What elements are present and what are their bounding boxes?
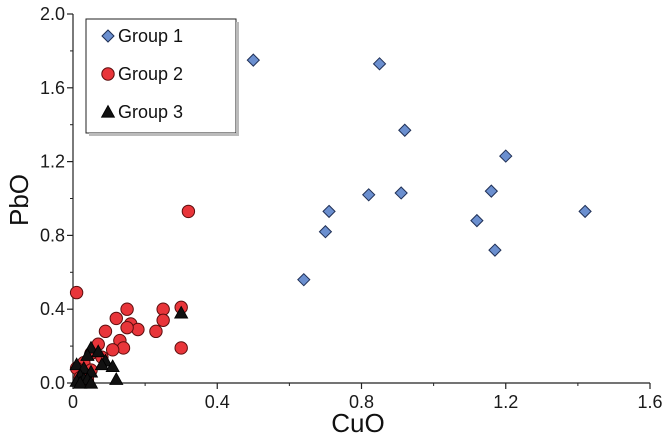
- data-point: [297, 272, 311, 287]
- series-3: [69, 305, 189, 389]
- data-point: [109, 311, 123, 326]
- data-point: [181, 204, 196, 219]
- data-point: [69, 285, 84, 300]
- legend-shadow: [89, 133, 239, 136]
- data-point: [156, 302, 170, 316]
- x-tick-label: 0.4: [205, 392, 230, 412]
- data-point: [83, 375, 99, 389]
- data-point: [318, 225, 333, 239]
- data-point: [109, 371, 124, 385]
- data-point: [362, 188, 376, 202]
- data-point: [73, 375, 88, 389]
- data-point: [94, 357, 110, 371]
- data-point: [91, 344, 106, 358]
- x-tick-label: 1.2: [493, 392, 518, 412]
- series-1: [246, 53, 592, 287]
- legend-label: Group 1: [118, 26, 183, 46]
- legend-shadow: [236, 22, 239, 136]
- y-tick-label: 1.6: [40, 78, 65, 98]
- data-point: [322, 204, 336, 219]
- data-point: [470, 213, 484, 228]
- data-point: [174, 305, 189, 319]
- data-point: [174, 341, 188, 355]
- data-point: [484, 184, 499, 198]
- legend: Group 1 Group 2 Group 3: [85, 18, 239, 136]
- axes: 0.0 0.4 0.8 1.2 1.6 2.0 0 0.4 0.8 1.2 1.6: [40, 4, 663, 412]
- data-point: [105, 343, 120, 357]
- data-point: [398, 123, 412, 137]
- y-tick-label: 0.0: [40, 373, 65, 393]
- data-point: [120, 302, 134, 316]
- y-tick-label: 0.8: [40, 225, 65, 245]
- data-point: [105, 359, 120, 372]
- x-tick-label: 0: [68, 392, 78, 412]
- legend-label: Group 3: [118, 102, 183, 122]
- legend-marker: [101, 29, 115, 43]
- data-points: [69, 53, 592, 389]
- data-point: [69, 357, 84, 371]
- data-point: [116, 341, 131, 355]
- x-axis-title: CuO: [331, 408, 384, 438]
- data-point: [488, 243, 502, 257]
- data-point: [156, 313, 170, 327]
- data-point: [246, 53, 261, 67]
- legend-label: Group 2: [118, 64, 183, 84]
- data-point: [149, 324, 163, 339]
- data-point: [98, 324, 113, 339]
- y-tick-label: 0.4: [40, 299, 65, 319]
- y-axis-title: PbO: [4, 174, 34, 226]
- data-point: [131, 322, 145, 337]
- data-point: [499, 149, 513, 163]
- legend-marker: [101, 67, 115, 81]
- data-point: [120, 320, 134, 335]
- x-tick-label: 1.6: [637, 392, 662, 412]
- data-point: [372, 57, 387, 71]
- y-tick-label: 2.0: [40, 4, 65, 24]
- legend-marker: [100, 104, 116, 118]
- data-point: [394, 186, 408, 200]
- data-point: [80, 348, 95, 361]
- y-tick-label: 1.2: [40, 152, 65, 172]
- data-point: [578, 204, 592, 219]
- x-tick-label: 0.8: [349, 392, 374, 412]
